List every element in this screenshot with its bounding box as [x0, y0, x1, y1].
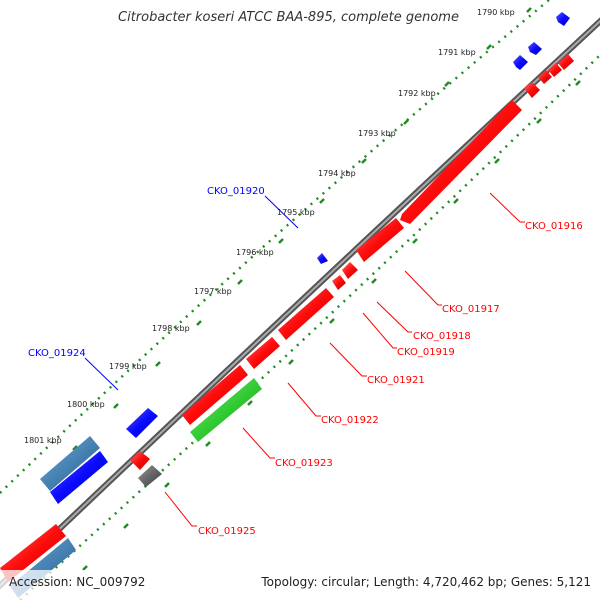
- gene-arrow[interactable]: [138, 465, 162, 487]
- gene-arrow[interactable]: [548, 63, 562, 77]
- gene-arrow[interactable]: [538, 70, 552, 84]
- gene-arrow[interactable]: [558, 54, 574, 70]
- kbp-label: 1793 kbp: [358, 129, 396, 138]
- gene-bar[interactable]: [50, 451, 108, 504]
- gene-arrow[interactable]: [342, 262, 358, 279]
- gene-arrow[interactable]: [182, 365, 248, 425]
- gene-label-cko-01924[interactable]: CKO_01924: [28, 348, 86, 359]
- gene-label-cko-01917[interactable]: CKO_01917: [442, 304, 500, 315]
- gene-label-cko-01925[interactable]: CKO_01925: [198, 526, 256, 537]
- kbp-label: 1790 kbp: [477, 8, 515, 17]
- gene-arrow[interactable]: [246, 337, 280, 369]
- gene-arrow[interactable]: [278, 288, 334, 340]
- kbp-label: 1791 kbp: [438, 48, 476, 57]
- gene-arrow[interactable]: [524, 82, 540, 98]
- gene-cko-01923[interactable]: [190, 378, 262, 442]
- gene-labels: CKO_01916 CKO_01917 CKO_01918 CKO_01919 …: [28, 186, 583, 537]
- genome-backbone: [0, 17, 600, 590]
- footer-background: [0, 570, 600, 600]
- inner-tick-track: [19, 54, 600, 600]
- gene-arrow[interactable]: [317, 253, 328, 264]
- kbp-label: 1800 kbp: [67, 400, 105, 409]
- gene-bar[interactable]: [40, 436, 100, 491]
- kbp-label: 1795 kbp: [277, 208, 315, 217]
- kbp-label: 1794 kbp: [318, 169, 356, 178]
- kbp-labels: 1790 kbp 1791 kbp 1792 kbp 1793 kbp 1794…: [24, 8, 515, 445]
- gene-cko-01925[interactable]: [130, 451, 150, 470]
- gene-arrow[interactable]: [513, 55, 528, 70]
- reverse-genes: [0, 54, 574, 598]
- forward-genes: [40, 12, 570, 504]
- gene-label-cko-01921[interactable]: CKO_01921: [367, 375, 425, 386]
- inner-major-ticks: [82, 80, 581, 571]
- accession-text: Accession: NC_009792: [9, 575, 145, 589]
- gene-arrow[interactable]: [332, 275, 346, 290]
- gene-arrow[interactable]: [556, 12, 570, 26]
- gene-bar[interactable]: [0, 524, 66, 582]
- kbp-label: 1797 kbp: [194, 287, 232, 296]
- gene-label-cko-01918[interactable]: CKO_01918: [413, 331, 471, 342]
- kbp-label: 1796 kbp: [236, 248, 274, 257]
- outer-tick-track: [0, 0, 551, 494]
- gene-label-cko-01916[interactable]: CKO_01916: [525, 221, 583, 232]
- gene-label-cko-01919[interactable]: CKO_01919: [397, 347, 455, 358]
- gene-arrow[interactable]: [528, 42, 542, 55]
- outer-major-ticks: [72, 7, 532, 451]
- kbp-label: 1798 kbp: [152, 324, 190, 333]
- genome-title: Citrobacter koseri ATCC BAA-895, complet…: [118, 10, 459, 25]
- gene-label-cko-01923[interactable]: CKO_01923: [275, 458, 333, 469]
- leader-lines: [84, 192, 525, 527]
- gene-cko-01916[interactable]: [400, 100, 522, 224]
- kbp-label: 1799 kbp: [109, 362, 147, 371]
- genome-summary-text: Topology: circular; Length: 4,720,462 bp…: [260, 575, 591, 589]
- gene-label-cko-01922[interactable]: CKO_01922: [321, 415, 379, 426]
- gene-arrow[interactable]: [126, 408, 158, 438]
- kbp-label: 1801 kbp: [24, 436, 62, 445]
- gene-arrow[interactable]: [356, 218, 404, 262]
- gene-label-cko-01920[interactable]: CKO_01920: [207, 186, 265, 197]
- kbp-label: 1792 kbp: [398, 89, 436, 98]
